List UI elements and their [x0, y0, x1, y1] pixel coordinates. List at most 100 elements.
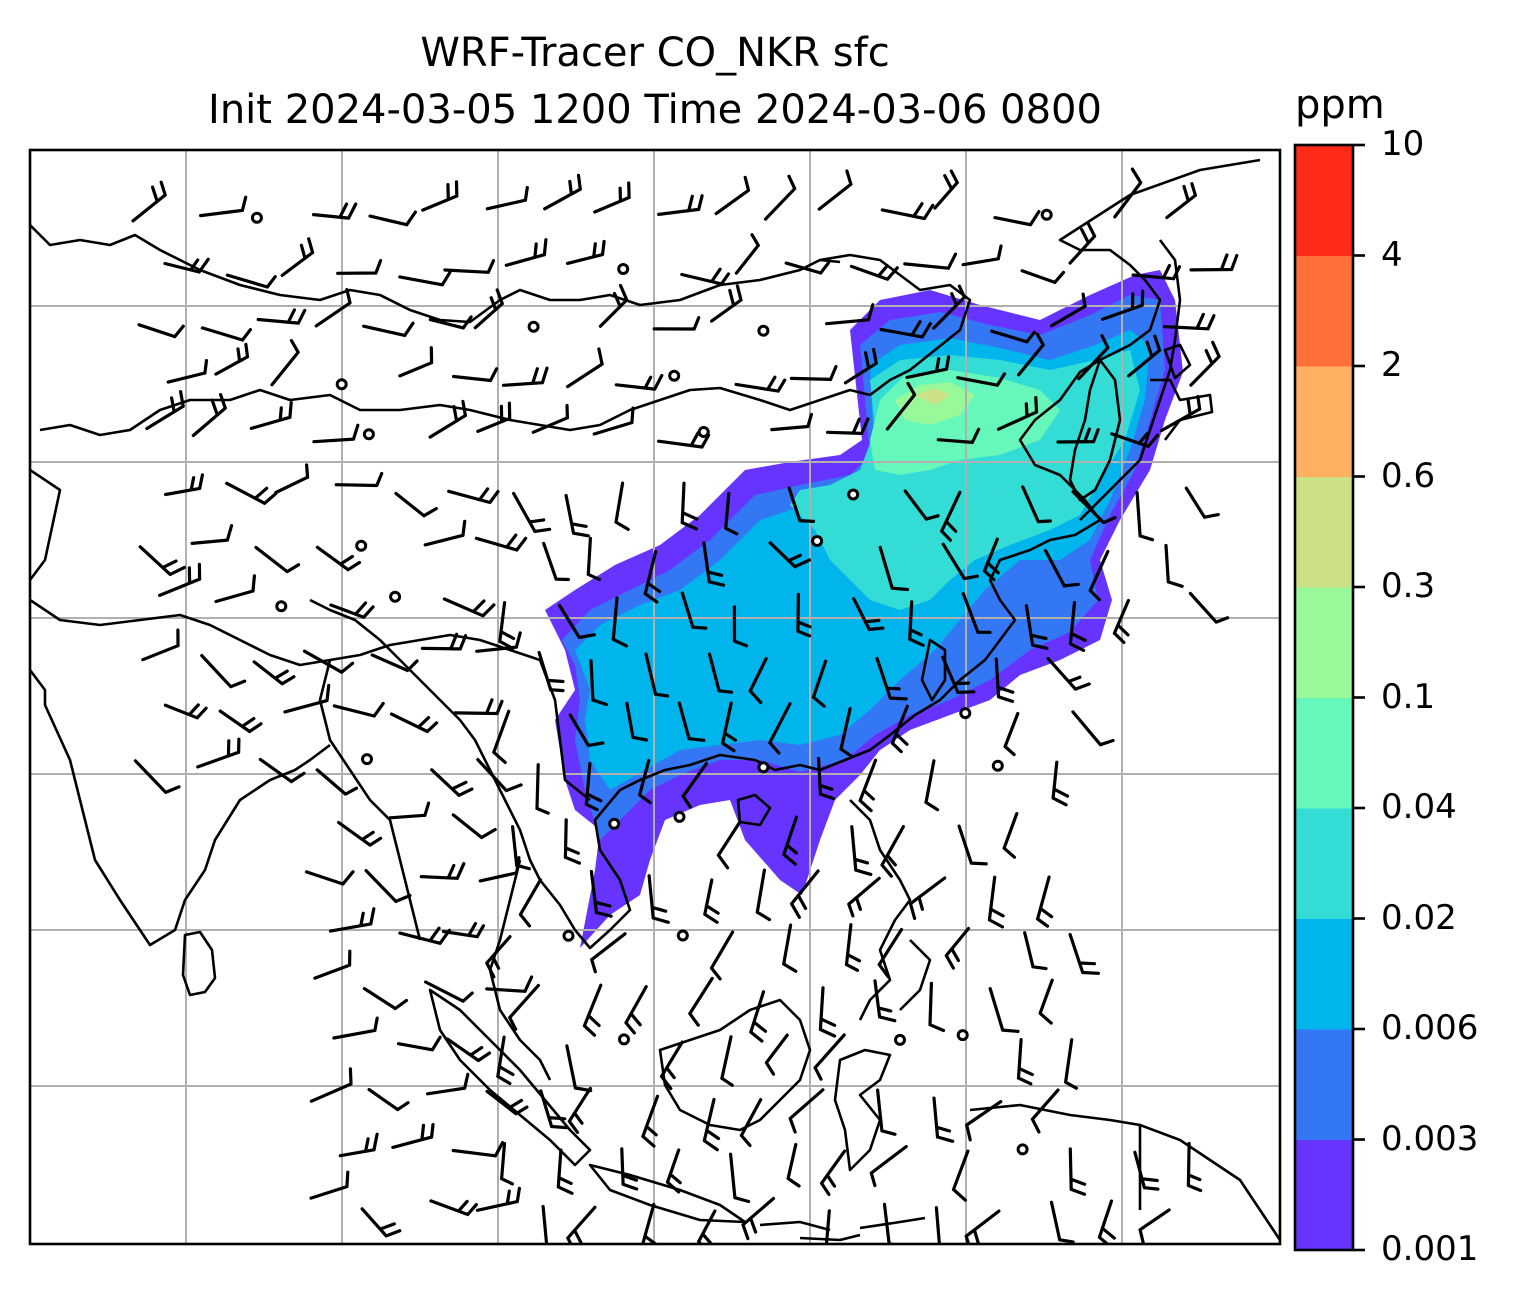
wind-barb [500, 1142, 514, 1186]
wind-barb [475, 1186, 521, 1212]
wind-barb [702, 1097, 721, 1152]
wind-barb [589, 659, 608, 707]
calm-wind-marker [389, 590, 402, 603]
wind-barb [163, 257, 210, 274]
wind-barb [924, 759, 940, 812]
wind-barb [882, 1202, 898, 1244]
wind-barb [903, 489, 940, 521]
india-coast [30, 468, 331, 947]
wind-barb [796, 592, 812, 638]
wind-barb [518, 878, 543, 928]
colorbar-tick-label: 2 [1381, 345, 1403, 385]
wind-barb [475, 631, 522, 653]
wind-barb [1135, 491, 1155, 542]
wind-barb [724, 492, 739, 536]
wind-barb [614, 373, 664, 391]
colorbar-segment [1295, 476, 1353, 588]
wind-barb [817, 756, 835, 801]
wind-barb [191, 393, 227, 438]
calm-wind-marker [991, 759, 1004, 772]
wind-barb [714, 175, 751, 216]
calm-wind-marker [676, 929, 689, 942]
map-title-line2: Init 2024-03-05 1200 Time 2024-03-06 080… [208, 87, 1102, 133]
wind-barb [789, 364, 838, 381]
wind-barb [336, 259, 383, 275]
wind-barb [1046, 657, 1091, 691]
wind-barb [951, 1149, 970, 1202]
wind-barb [643, 549, 662, 604]
wind-barb [214, 574, 256, 604]
wind-barb [1112, 598, 1130, 645]
colorbar-tick-label: 0.003 [1381, 1118, 1479, 1159]
wind-barb [312, 423, 360, 444]
wind-barb [786, 1142, 801, 1188]
wind-barb [200, 326, 252, 342]
wind-barb [941, 542, 979, 581]
wind-barb [362, 321, 415, 337]
wind-barb [790, 869, 820, 919]
calm-wind-marker [362, 428, 375, 441]
wind-barb [908, 600, 925, 647]
wind-barb [566, 1205, 597, 1244]
wind-barb [1184, 486, 1220, 519]
wind-barb [820, 1149, 847, 1196]
calm-wind-marker [1040, 208, 1053, 221]
wind-barb [225, 273, 277, 289]
wind-barb [498, 601, 516, 650]
wind-barb [539, 1089, 569, 1130]
java [588, 1163, 747, 1224]
wind-barb [1138, 1208, 1171, 1244]
colorbar-tick-label: 0.3 [1381, 566, 1436, 606]
wind-barb [225, 481, 278, 505]
wind-barb [430, 768, 474, 797]
wind-barb [496, 1035, 515, 1086]
wind-barb [844, 923, 862, 972]
wind-barb [665, 1148, 682, 1194]
wind-barb [875, 656, 908, 701]
colorbar-segment [1295, 1029, 1353, 1140]
calm-wind-marker [355, 539, 368, 552]
wind-barb [936, 427, 981, 444]
wind-barb [565, 1044, 593, 1093]
wind-barb [869, 1145, 908, 1188]
wind-barb [200, 654, 247, 689]
wind-barb [826, 417, 870, 435]
wind-barb [1131, 263, 1182, 281]
wind-barb [749, 990, 768, 1043]
wind-barb [729, 1152, 751, 1204]
wind-barb [1162, 312, 1216, 331]
colorbar-tick-label: 10 [1381, 124, 1425, 164]
wind-barb [163, 703, 208, 720]
wind-barb [1097, 1199, 1116, 1244]
wind-barb [734, 233, 760, 275]
borneo [658, 998, 812, 1132]
wind-barb [940, 490, 962, 542]
graticule [30, 150, 1280, 1244]
wind-barb [876, 1088, 897, 1136]
colorbar-tick-label: 0.1 [1381, 676, 1436, 717]
wind-barb [849, 264, 899, 281]
wind-barb [337, 820, 383, 847]
wind-barb [903, 252, 958, 270]
calm-wind-marker [1016, 1143, 1029, 1156]
wind-barb [680, 591, 708, 630]
wind-barb [1133, 1150, 1160, 1191]
wind-barb [873, 979, 897, 1023]
wind-barb [782, 815, 798, 866]
wind-barb [1164, 543, 1184, 588]
calm-wind-marker [757, 761, 770, 774]
wind-barb [680, 267, 730, 286]
wind-barb [811, 659, 828, 708]
wind-barb [1068, 601, 1087, 652]
wind-barb [329, 601, 375, 619]
wind-barb [787, 486, 816, 523]
wind-barb [620, 1147, 639, 1191]
mongolia-border [30, 224, 841, 324]
wind-barb [1189, 340, 1221, 387]
hainan [736, 793, 772, 827]
wind-barb [389, 712, 439, 734]
taiwan [920, 638, 947, 702]
colorbar-segment [1295, 255, 1353, 367]
wind-barb [732, 605, 749, 648]
wind-barb [370, 653, 419, 673]
